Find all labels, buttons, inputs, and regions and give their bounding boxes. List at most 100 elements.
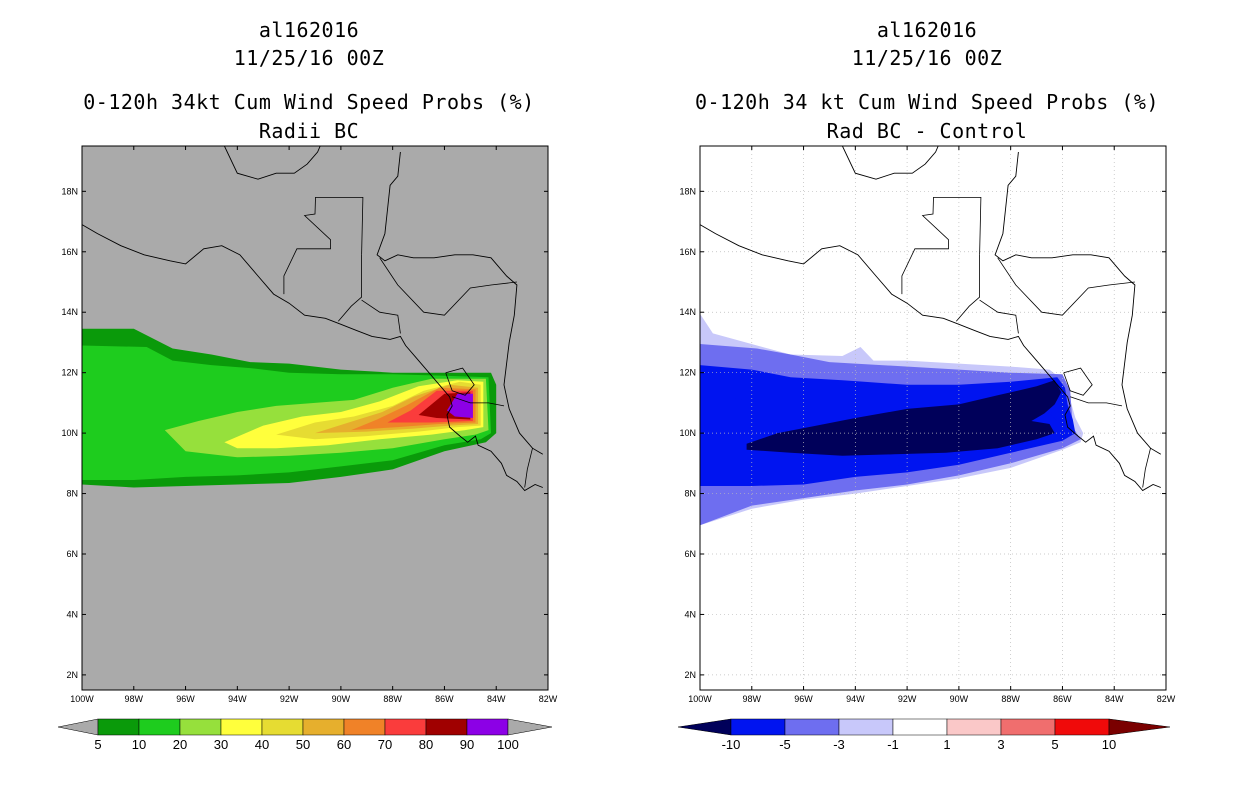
colorbar-high-arrow bbox=[507, 718, 553, 736]
colorbar-swatch bbox=[343, 718, 386, 736]
lat-tick-label: 8N bbox=[684, 489, 696, 499]
colorbar-swatch bbox=[892, 718, 948, 736]
lon-tick-label: 86W bbox=[435, 694, 454, 704]
lon-tick-label: 88W bbox=[1001, 694, 1020, 704]
colorbar-label: 30 bbox=[214, 737, 228, 752]
lat-tick-label: 16N bbox=[61, 247, 78, 257]
colorbar-swatch bbox=[466, 718, 509, 736]
country-border bbox=[452, 396, 505, 407]
colorbar-swatch bbox=[138, 718, 181, 736]
lat-tick-label: 10N bbox=[61, 428, 78, 438]
right-map: 18N 16N 14N 12N 10N 8N 6N 4N 2N 100W 98W 96W 94W 92W 9… bbox=[677, 145, 1176, 752]
prob-90-100-area bbox=[447, 393, 473, 418]
colorbar-high-arrow bbox=[1108, 718, 1171, 736]
left-subtitle: Radii BC bbox=[258, 119, 360, 143]
lat-tick-label: 10N bbox=[679, 428, 696, 438]
country-border bbox=[1070, 396, 1123, 407]
country-border bbox=[1142, 448, 1151, 488]
left-panel: al162016 11/25/16 00Z 0-120h 34kt Cum Wi… bbox=[57, 18, 558, 752]
right-panel: al162016 11/25/16 00Z 0-120h 34 kt Cum W… bbox=[618, 0, 1236, 800]
colorbar-label: -1 bbox=[887, 737, 899, 752]
colorbar-label: 10 bbox=[1102, 737, 1116, 752]
lon-tick-label: 98W bbox=[125, 694, 144, 704]
lat-tick-label: 12N bbox=[679, 368, 696, 378]
colorbar-label: 1 bbox=[943, 737, 950, 752]
right-subtitle: Rad BC - Control bbox=[826, 119, 1028, 143]
lat-tick-label: 14N bbox=[679, 307, 696, 317]
lon-tick-label: 90W bbox=[332, 694, 351, 704]
country-border bbox=[337, 254, 363, 322]
colorbar-label: -5 bbox=[779, 737, 791, 752]
colorbar-label: 70 bbox=[378, 737, 392, 752]
lon-tick-label: 96W bbox=[794, 694, 813, 704]
lon-tick-label: 82W bbox=[539, 694, 558, 704]
lon-tick-label: 100W bbox=[688, 694, 712, 704]
right-storm-id: al162016 bbox=[876, 18, 978, 42]
pacific-coastline bbox=[700, 224, 1161, 492]
lon-tick-label: 92W bbox=[898, 694, 917, 704]
country-border bbox=[955, 254, 981, 322]
lon-tick-label: 90W bbox=[950, 694, 969, 704]
caribbean-coastline bbox=[376, 151, 544, 455]
lat-tick-label: 2N bbox=[684, 670, 696, 680]
colorbar-low-arrow bbox=[57, 718, 99, 736]
gulf-coastline bbox=[223, 146, 321, 180]
lake-nicaragua bbox=[1063, 367, 1093, 396]
country-border bbox=[361, 299, 401, 334]
colorbar-label: 50 bbox=[296, 737, 310, 752]
lat-tick-label: 2N bbox=[66, 670, 78, 680]
lon-tick-label: 84W bbox=[487, 694, 506, 704]
lon-tick-label: 94W bbox=[228, 694, 247, 704]
country-border bbox=[283, 196, 364, 295]
left-datetime: 11/25/16 00Z bbox=[233, 46, 385, 70]
colorbar-swatch bbox=[179, 718, 222, 736]
left-title: 0-120h 34kt Cum Wind Speed Probs (%) bbox=[83, 90, 535, 114]
colorbar-label: 10 bbox=[132, 737, 146, 752]
colorbar-swatch bbox=[784, 718, 840, 736]
lon-tick-label: 96W bbox=[176, 694, 195, 704]
colorbar-label: -3 bbox=[833, 737, 845, 752]
colorbar-label: 60 bbox=[337, 737, 351, 752]
lon-tick-label: 100W bbox=[70, 694, 94, 704]
colorbar-swatch bbox=[384, 718, 427, 736]
colorbar-swatch bbox=[838, 718, 894, 736]
country-border bbox=[524, 448, 533, 488]
left-storm-id: al162016 bbox=[258, 18, 360, 42]
lon-tick-label: 98W bbox=[743, 694, 762, 704]
lat-tick-label: 4N bbox=[684, 609, 696, 619]
lat-tick-label: 18N bbox=[61, 186, 78, 196]
lon-tick-label: 82W bbox=[1157, 694, 1176, 704]
right-title: 0-120h 34 kt Cum Wind Speed Probs (%) bbox=[694, 90, 1160, 114]
country-border bbox=[979, 299, 1019, 334]
colorbar-label: 100 bbox=[497, 737, 519, 752]
lat-tick-label: 6N bbox=[66, 549, 78, 559]
colorbar-label: 20 bbox=[173, 737, 187, 752]
lat-tick-label: 16N bbox=[679, 247, 696, 257]
country-border bbox=[379, 257, 517, 316]
colorbar-label: 5 bbox=[94, 737, 101, 752]
lon-tick-label: 84W bbox=[1105, 694, 1124, 704]
map-frame bbox=[699, 145, 1167, 691]
colorbar-swatch bbox=[425, 718, 468, 736]
colorbar-swatch bbox=[730, 718, 786, 736]
country-border bbox=[997, 257, 1135, 316]
colorbar-swatch bbox=[302, 718, 345, 736]
map-content bbox=[82, 146, 544, 492]
map-content bbox=[700, 146, 1166, 690]
pacific-coastline bbox=[82, 224, 543, 492]
lake-nicaragua bbox=[445, 367, 475, 396]
lat-tick-label: 12N bbox=[61, 368, 78, 378]
lat-tick-label: 6N bbox=[684, 549, 696, 559]
lon-tick-label: 86W bbox=[1053, 694, 1072, 704]
colorbar-swatch bbox=[220, 718, 263, 736]
colorbar-low-arrow bbox=[677, 718, 732, 736]
lon-tick-label: 88W bbox=[383, 694, 402, 704]
lat-tick-label: 18N bbox=[679, 186, 696, 196]
colorbar-label: 3 bbox=[997, 737, 1004, 752]
lat-tick-label: 8N bbox=[66, 489, 78, 499]
colorbar-swatch bbox=[97, 718, 140, 736]
colorbar-label: 5 bbox=[1051, 737, 1058, 752]
colorbar-swatch bbox=[946, 718, 1002, 736]
colorbar-label: 90 bbox=[460, 737, 474, 752]
lon-tick-label: 92W bbox=[280, 694, 299, 704]
